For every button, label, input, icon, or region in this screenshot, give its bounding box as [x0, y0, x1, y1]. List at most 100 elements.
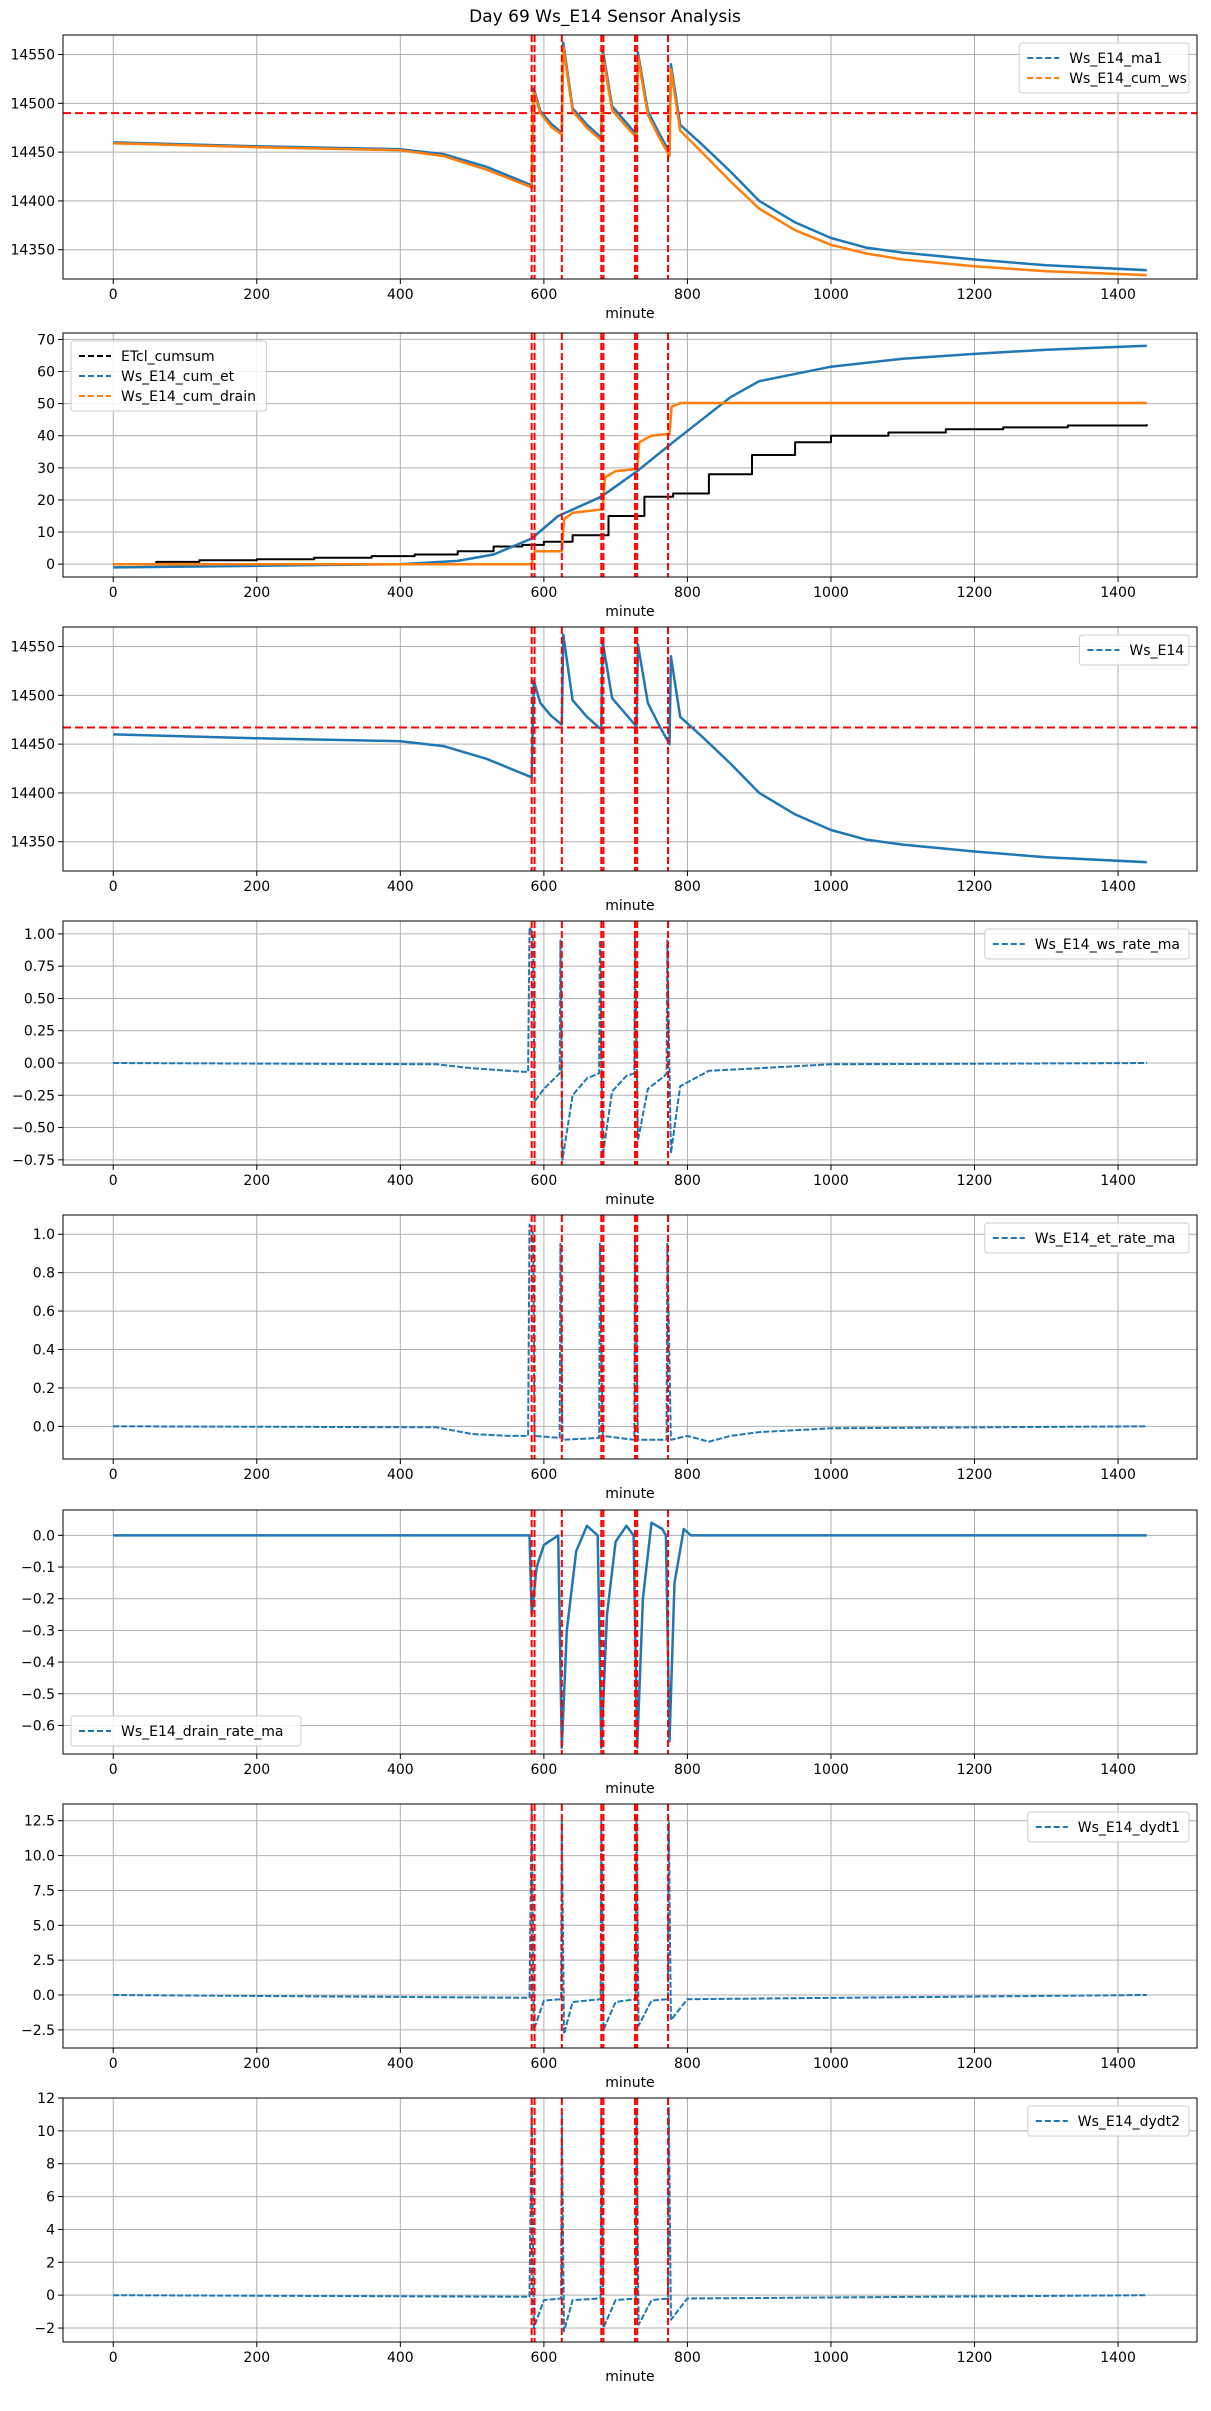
- y-tick-label: 0: [46, 2288, 55, 2304]
- y-tick-label: 50: [37, 397, 55, 413]
- x-tick-label: 1000: [813, 879, 849, 895]
- x-tick-label: 600: [531, 2350, 558, 2366]
- y-tick-label: −2.5: [21, 2023, 55, 2039]
- legend-label: Ws_E14_drain_rate_ma: [121, 1724, 283, 1740]
- y-tick-label: 6: [46, 2190, 55, 2206]
- x-tick-label: 0: [109, 2056, 118, 2072]
- x-tick-label: 1400: [1100, 2056, 1136, 2072]
- x-tick-label: 1000: [813, 1467, 849, 1483]
- x-tick-label: 200: [243, 585, 270, 601]
- plot-area: [113, 2098, 1147, 2342]
- subplot-3: 0 200 400 600 800 1000 1200 1400 14350 14400 14450…: [10, 626, 1198, 914]
- x-axis-label: minute: [605, 306, 654, 322]
- y-tick-label: 0: [46, 557, 55, 573]
- x-tick-label: 600: [531, 585, 558, 601]
- y-tick-label: 60: [37, 365, 55, 381]
- x-tick-label: 200: [243, 879, 270, 895]
- y-tick-label: −0.2: [21, 1592, 55, 1608]
- plot-area: [113, 333, 1148, 577]
- x-tick-label: 600: [531, 1173, 558, 1189]
- y-tick-label: 14500: [10, 96, 55, 112]
- y-tick-label: 0.4: [33, 1342, 55, 1358]
- plot-area: [63, 35, 1197, 279]
- x-tick-label: 1400: [1100, 2350, 1136, 2366]
- y-tick-label: 2.5: [33, 1953, 55, 1969]
- x-tick-label: 400: [387, 1173, 414, 1189]
- x-tick-label: 1200: [957, 1467, 993, 1483]
- x-tick-label: 800: [674, 879, 701, 895]
- y-tick-label: 70: [37, 332, 55, 348]
- y-tick-label: 0.2: [33, 1381, 55, 1397]
- x-tick-label: 400: [387, 1762, 414, 1778]
- plot-area: [113, 1215, 1147, 1459]
- y-tick-label: 2: [46, 2255, 55, 2271]
- y-tick-label: 14400: [10, 194, 55, 210]
- y-tick-label: 10: [37, 2124, 55, 2140]
- axes-frame: [62, 626, 1198, 872]
- legend-label: Ws_E14_cum_drain: [121, 389, 256, 405]
- x-axis-label: minute: [605, 1486, 654, 1502]
- legend-label: Ws_E14_dydt1: [1078, 1820, 1180, 1836]
- x-tick-label: 1200: [957, 1173, 993, 1189]
- y-tick-label: 14550: [10, 48, 55, 64]
- plot-area: [113, 921, 1147, 1165]
- y-tick-label: 0.8: [33, 1266, 55, 1282]
- subplot-5: 0 200 400 600 800 1000 1200 1400 0.0 0.2 0.4 0.6 0.8…: [33, 1214, 1198, 1502]
- y-tick-label: −0.5: [21, 1687, 55, 1703]
- y-tick-label: 0.00: [24, 1056, 55, 1072]
- x-tick-label: 0: [109, 1173, 118, 1189]
- legend-label: Ws_E14_ma1: [1069, 51, 1162, 67]
- x-tick-label: 0: [109, 1467, 118, 1483]
- x-tick-label: 1200: [957, 879, 993, 895]
- series-line-Ws_E14_dydt1: [113, 1805, 1147, 2036]
- legend-label: Ws_E14_et_rate_ma: [1035, 1231, 1176, 1247]
- subplot-8: 0 200 400 600 800 1000 1200 1400 −2 0 2 4 6 8 10 12 minu…: [34, 2091, 1198, 2385]
- legend-label: Ws_E14_ws_rate_ma: [1035, 937, 1180, 953]
- y-tick-label: 0.75: [24, 959, 55, 975]
- plot-area: [113, 1804, 1147, 2048]
- series-line-Ws_E14_cum_et: [113, 344, 1147, 569]
- legend-box: [70, 1715, 302, 1747]
- y-tick-label: −0.6: [21, 1718, 55, 1734]
- axes-frame: [62, 2097, 1198, 2343]
- legend: Ws_E14_ma1 Ws_E14_cum_ws: [1018, 42, 1190, 94]
- y-tick-label: 0.0: [33, 1419, 55, 1435]
- series-line-ETcl_cumsum: [113, 424, 1148, 566]
- x-tick-label: 1000: [813, 2056, 849, 2072]
- x-tick-label: 1400: [1100, 287, 1136, 303]
- plot-area: [113, 1510, 1147, 1754]
- x-tick-label: 400: [387, 2350, 414, 2366]
- x-tick-label: 1000: [813, 287, 849, 303]
- legend-box: [984, 928, 1190, 960]
- y-tick-label: 7.5: [33, 1883, 55, 1899]
- subplot-7: 0 200 400 600 800 1000 1200 1400 −2.5 0.0 2.5 5.0 7.…: [21, 1803, 1198, 2091]
- series-line-Ws_E14_dydt2: [113, 2105, 1147, 2333]
- legend: Ws_E14_dydt1: [1027, 1811, 1190, 1843]
- y-tick-label: −0.3: [21, 1623, 55, 1639]
- x-tick-label: 1200: [957, 2056, 993, 2072]
- axes-frame: [62, 1509, 1198, 1755]
- subplot-2: 0 200 400 600 800 1000 1200 1400 0 10 20 30 40 50 60 70…: [37, 332, 1198, 620]
- y-tick-label: 0.0: [33, 1528, 55, 1544]
- axes-frame: [62, 920, 1198, 1166]
- legend: Ws_E14_et_rate_ma: [984, 1222, 1190, 1254]
- x-tick-label: 1000: [813, 1762, 849, 1778]
- x-tick-label: 200: [243, 287, 270, 303]
- y-tick-label: −0.25: [12, 1088, 55, 1104]
- y-tick-label: −0.4: [21, 1655, 55, 1671]
- legend-box: [984, 1222, 1190, 1254]
- x-tick-label: 1400: [1100, 1173, 1136, 1189]
- x-tick-label: 600: [531, 1467, 558, 1483]
- y-tick-label: 14400: [10, 786, 55, 802]
- y-tick-label: 8: [46, 2157, 55, 2173]
- series-line-Ws_E14_ws_rate_ma: [113, 926, 1147, 1161]
- x-axis-label: minute: [605, 1781, 654, 1797]
- x-axis-label: minute: [605, 2075, 654, 2091]
- x-tick-label: 1400: [1100, 879, 1136, 895]
- y-tick-label: 4: [46, 2222, 55, 2238]
- x-tick-label: 200: [243, 2056, 270, 2072]
- legend-label: Ws_E14_cum_ws: [1069, 71, 1187, 87]
- x-axis-label: minute: [605, 1192, 654, 1208]
- x-tick-label: 800: [674, 1762, 701, 1778]
- y-tick-label: 1.00: [24, 927, 55, 943]
